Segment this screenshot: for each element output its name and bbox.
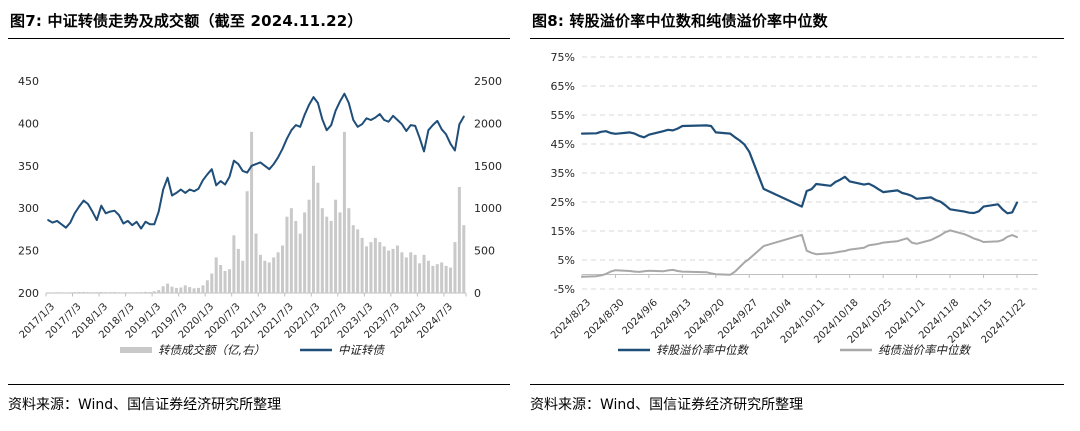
svg-text:25%: 25% (551, 196, 575, 209)
svg-text:200: 200 (18, 287, 39, 300)
svg-text:35%: 35% (551, 167, 575, 180)
svg-text:-5%: -5% (554, 283, 575, 296)
svg-text:65%: 65% (551, 80, 575, 93)
figure8-chart: 75%65%55%45%35%25%15%5%-5%2024/8/232024/… (549, 51, 1038, 357)
svg-text:2500: 2500 (474, 75, 502, 88)
figure7-title: 图7: 中证转债走势及成交额（截至 2024.11.22） (8, 6, 510, 39)
figure7-source: 资料来源：Wind、国信证券经济研究所整理 (8, 384, 510, 414)
svg-text:5%: 5% (558, 254, 575, 267)
svg-text:1500: 1500 (474, 160, 502, 173)
svg-text:300: 300 (18, 202, 39, 215)
svg-text:75%: 75% (551, 51, 575, 64)
svg-text:450: 450 (18, 75, 39, 88)
svg-text:350: 350 (18, 160, 39, 173)
svg-text:1000: 1000 (474, 202, 502, 215)
svg-text:250: 250 (18, 245, 39, 258)
figure8-title: 图8: 转股溢价率中位数和纯债溢价率中位数 (530, 6, 1064, 39)
svg-text:55%: 55% (551, 109, 575, 122)
svg-text:转股溢价率中位数: 转股溢价率中位数 (656, 343, 749, 357)
figure7-chart: 4504003503002502002500200015001000500020… (18, 75, 502, 357)
figure8-panel: 图8: 转股溢价率中位数和纯债溢价率中位数 75% 65% 55% 45% 35% 25%… (530, 6, 1064, 381)
figure7-panel: 图7: 中证转债走势及成交额（截至 2024.11.22） 450 400 350 3… (8, 6, 510, 381)
svg-text:45%: 45% (551, 138, 575, 151)
svg-text:中证转债: 中证转债 (338, 343, 385, 357)
svg-text:400: 400 (18, 117, 39, 130)
svg-text:2000: 2000 (474, 117, 502, 130)
svg-text:转债成交额（亿,右）: 转债成交额（亿,右） (158, 343, 265, 357)
svg-text:15%: 15% (551, 225, 575, 238)
figure8-source: 资料来源：Wind、国信证券经济研究所整理 (530, 384, 1064, 414)
svg-text:纯债溢价率中位数: 纯债溢价率中位数 (878, 343, 971, 357)
svg-text:0: 0 (474, 287, 481, 300)
svg-text:500: 500 (474, 245, 495, 258)
